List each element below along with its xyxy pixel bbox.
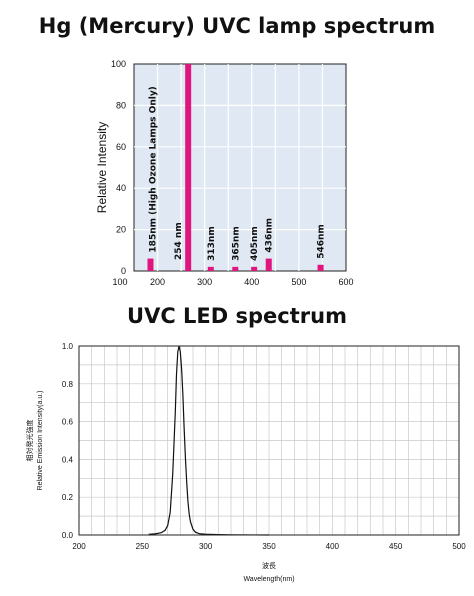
hg-y-tick-label: 100 [111,59,126,69]
chart2-title: UVC LED spectrum [127,304,347,328]
led-x-ticks: 200 250 300 350 400 450 500 [72,542,466,551]
hg-y-tick-label: 60 [116,142,126,152]
hg-bar-label: 313nm [207,226,217,261]
hg-y-axis-label: Relative Intensity [95,122,109,213]
hg-grid [134,64,346,271]
led-x-axis-label-cn: 波長 [262,561,276,570]
hg-x-tick-label: 300 [197,277,212,287]
hg-bar-label: 365nm [231,226,241,261]
led-x-tick-label: 300 [199,542,213,551]
hg-x-tick-label: 200 [150,277,165,287]
hg-bar [207,266,214,271]
led-spectrum-line [148,345,270,536]
hg-bars [147,64,324,271]
hg-x-tick-label: 400 [244,277,259,287]
hg-bar-label: 405nm [250,226,260,261]
led-y-tick-label: 0.0 [62,531,74,540]
hg-y-tick-label: 20 [116,225,126,235]
led-y-axis-label-cn: 相対発光強度 [25,420,34,462]
led-x-axis-label: Wavelength(nm) [243,576,294,583]
led-x-tick-label: 450 [389,542,403,551]
hg-bar [265,258,272,271]
hg-x-tick-label: 500 [291,277,306,287]
led-y-ticks: 0.0 0.2 0.4 0.6 0.8 1.0 [62,342,74,540]
hg-bar-label: 436nm [265,218,275,253]
hg-bar [185,64,192,271]
hg-bar [232,266,239,271]
hg-y-ticks: 0 20 40 60 80 100 [111,59,126,276]
led-x-tick-label: 250 [136,542,150,551]
led-plot-frame [78,345,460,536]
led-x-tick-label: 200 [72,542,86,551]
led-y-tick-label: 0.4 [62,455,74,464]
led-y-tick-label: 0.8 [62,380,74,389]
hg-bar-label: 254 nm [174,222,184,260]
led-y-axis-label: Relative Emission Intensity(a.u.) [37,391,44,491]
hg-x-tick-label: 600 [338,277,353,287]
hg-y-tick-label: 0 [121,266,126,276]
led-chart: 200 250 300 350 400 450 500 0.0 0.2 0.4 0.6 0.8 1.0… [25,342,466,583]
led-x-tick-label: 500 [452,542,466,551]
hg-bar-label: 185nm (High Ozone Lamps Only) [148,86,158,252]
hg-bar [317,264,324,271]
hg-plot-area [133,63,347,272]
led-y-tick-label: 1.0 [62,342,74,351]
hg-y-tick-label: 40 [116,183,126,193]
hg-bar [147,258,154,271]
hg-x-ticks: 100 200 300 400 500 600 [112,277,353,287]
led-x-tick-label: 350 [262,542,276,551]
hg-bar-labels: 185nm (High Ozone Lamps Only) 254 nm 313nm… [148,86,326,261]
led-x-tick-label: 400 [326,542,340,551]
hg-y-tick-label: 80 [116,100,126,110]
hg-x-tick-label: 100 [112,277,127,287]
hg-chart: 100 200 300 400 500 600 0 20 40 60 80 100 185nm (H… [95,59,354,287]
led-y-tick-label: 0.2 [62,493,74,502]
hg-bar [251,266,258,271]
led-grid [79,345,459,535]
hg-bar-label: 546nm [317,224,327,259]
chart1-title: Hg (Mercury) UVC lamp spectrum [38,14,436,38]
led-y-tick-label: 0.6 [62,418,74,427]
